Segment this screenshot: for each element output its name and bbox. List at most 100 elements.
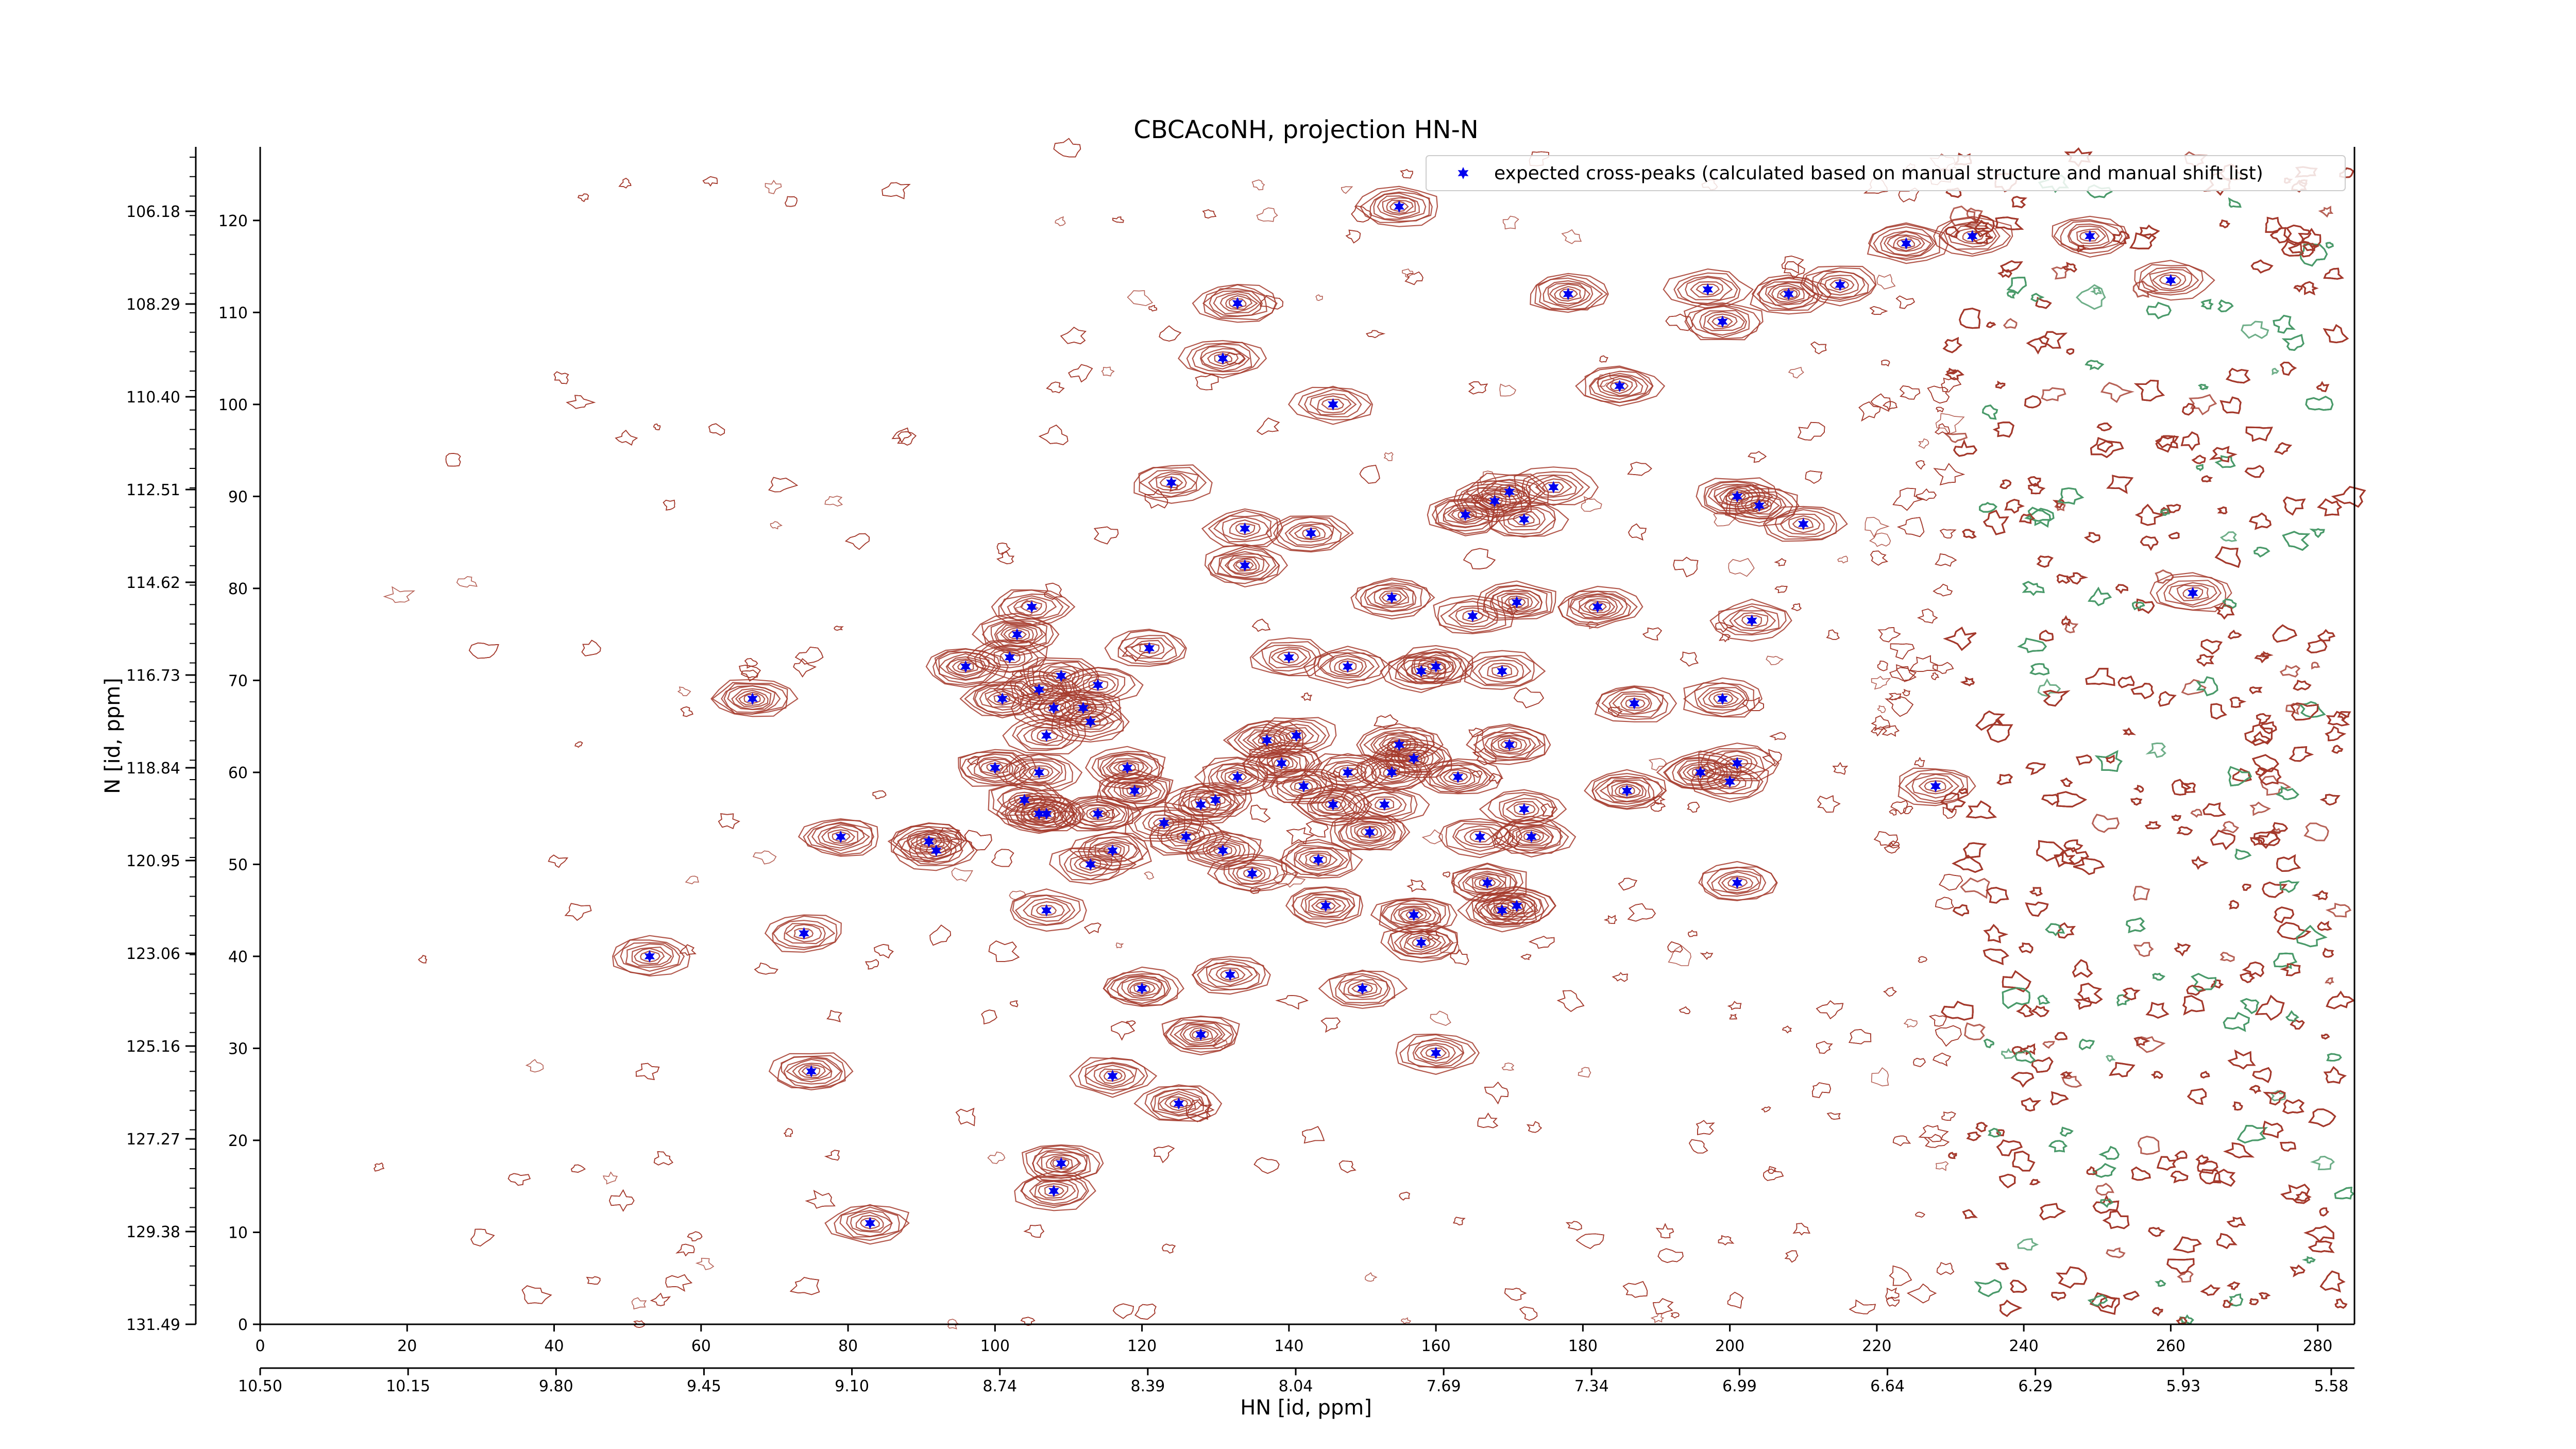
noise-contour-negative [2228,197,2242,208]
ppm-y-tick-label: 125.16 [126,1038,180,1056]
contour-ring [1016,720,1074,750]
noise-contour [1877,627,1901,643]
noise-contour [1044,582,1063,600]
noise-contour [2261,651,2274,659]
noise-contour [2145,1002,2170,1019]
contour-ring [1618,785,1635,796]
contour-ring [1103,778,1166,804]
noise-contour [2213,1169,2236,1187]
contour-ring [1364,760,1418,785]
noise-contour [1585,621,1600,630]
peak-point [1056,1157,1067,1170]
x-tick-label: 60 [691,1337,711,1355]
peak-point [1342,766,1353,779]
noise-contour-negative [2305,396,2334,411]
noise-contour [578,193,589,203]
contour-ring [1611,781,1644,799]
noise-contour [1679,1006,1691,1014]
noise-contour [1935,553,1957,567]
contour-ring [1110,974,1170,1004]
peak-point [865,1217,876,1229]
contour-ring [1099,753,1159,782]
contour-ring [1350,578,1435,620]
noise-contour [2084,532,2101,544]
contour-ring [961,752,1027,784]
noise-contour [2200,1284,2221,1296]
contour-ring [1043,702,1066,715]
noise-contour [1101,366,1115,377]
contour-ring [1265,515,1354,553]
contour-ring [1483,585,1548,619]
noise-contour [2010,1072,2035,1088]
contour-ring [1479,789,1567,829]
noise-contour [991,849,1014,867]
noise-contour [1928,1015,1947,1027]
contour-ring [1457,892,1545,933]
noise-contour [1575,1233,1604,1249]
contour-ring [1307,790,1363,820]
noise-contour [2166,503,2181,513]
contour-ring [1339,818,1396,847]
contour-ring [1382,197,1416,216]
peak-point [1004,651,1015,664]
contour-ring [1025,1145,1100,1182]
contour-ring [1200,348,1246,370]
noise-contour [1952,904,1969,917]
peak-point [1386,591,1397,604]
noise-contour-negative [2253,546,2270,558]
noise-contour [2227,1049,2256,1070]
noise-contour [1927,385,1950,404]
noise-contour [1400,1317,1412,1324]
contour-ring [1173,1022,1226,1047]
ppm-x-tick-label: 6.29 [2018,1377,2053,1395]
noise-contour [1650,802,1666,812]
contour-ring [1285,886,1364,928]
noise-contour [2191,855,2209,870]
noise-contour [1953,439,1977,457]
contour-ring [1037,729,1059,742]
noise-contour [1873,831,1899,847]
contour-ring [1478,659,1524,683]
contour-ring [1684,304,1761,340]
y-tick-label: 30 [228,1040,248,1058]
noise-contour [1652,796,1666,805]
contour-ring [1698,743,1780,782]
noise-contour [1718,1235,1735,1245]
contour-ring [1196,960,1260,990]
contour-ring [1034,1181,1076,1201]
contour-ring [1706,750,1765,777]
noise-contour [2112,230,2130,245]
noise-contour [1513,687,1545,709]
peak-point [1122,762,1133,774]
noise-contour [2132,280,2159,298]
noise-contour [2280,1184,2311,1204]
contour-ring [1360,582,1423,613]
contour-ring [1321,399,1344,410]
noise-contour [1400,169,1413,179]
contour-ring [1319,652,1375,678]
noise-contour [650,1292,671,1306]
noise-contour [2311,662,2320,670]
peak-point [1732,757,1743,770]
noise-contour [1260,295,1283,310]
peak-point [1394,200,1405,213]
noise-contour [2258,1292,2271,1300]
contour-ring [986,763,1004,773]
noise-contour [1468,381,1488,395]
contour-ring [1706,866,1767,897]
noise-contour [2177,1270,2194,1283]
noise-contour [695,1257,715,1270]
noise-contour [1366,330,1385,339]
contour-ring [1023,722,1071,746]
noise-contour [1404,271,1423,285]
contour-ring [1029,1179,1079,1205]
noise-contour [1886,1298,1900,1307]
contour-ring [981,615,1054,654]
x-tick-label: 120 [1127,1337,1157,1355]
contour-ring [1077,804,1121,825]
noise-contour [1655,1223,1674,1239]
contour-ring [1703,480,1770,514]
contour-ring [807,821,875,854]
noise-contour-negative [2302,1256,2316,1264]
